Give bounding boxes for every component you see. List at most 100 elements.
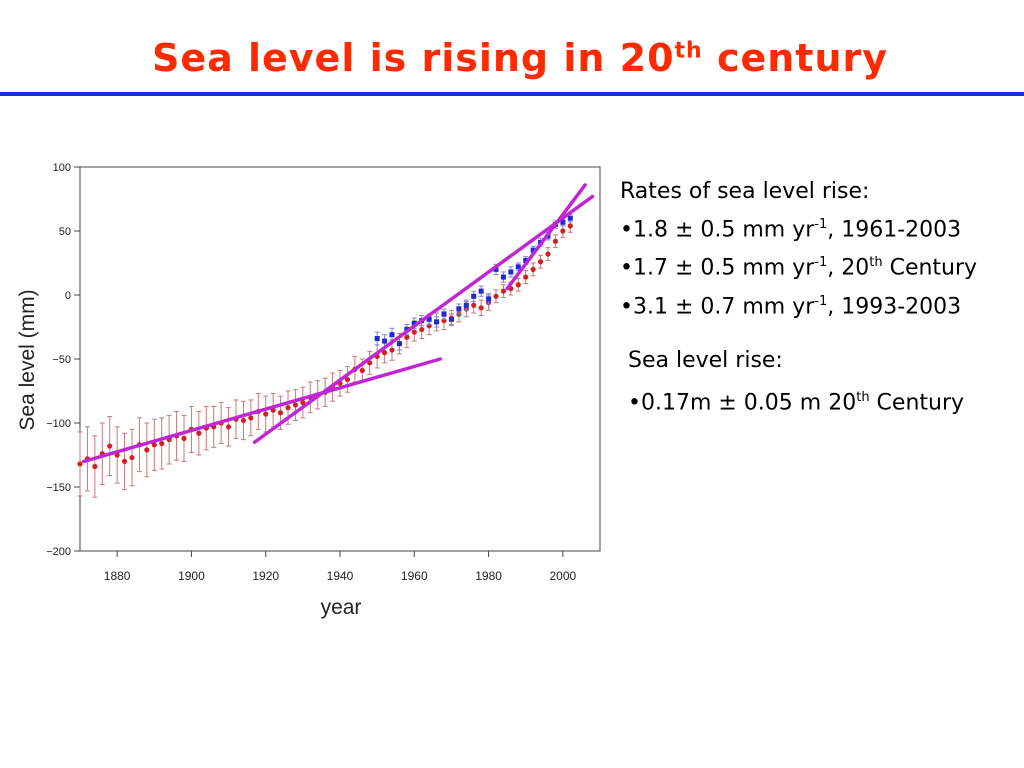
data-point: [448, 316, 454, 322]
data-point: [77, 461, 83, 467]
rate-1-tail: , 1961-2003: [827, 217, 962, 243]
data-point: [500, 288, 507, 294]
y-tick-label: 100: [53, 162, 71, 174]
y-tick-label: −200: [46, 546, 71, 558]
slide-title: Sea level is rising in 20th century: [0, 36, 1024, 80]
x-axis-label: year: [321, 596, 362, 619]
y-tick-label: −50: [52, 354, 71, 366]
data-point: [493, 293, 499, 299]
data-point: [478, 288, 484, 294]
rate-1-sup: -1: [814, 217, 828, 232]
data-point: [300, 399, 306, 406]
data-point: [441, 311, 447, 317]
data-point: [159, 440, 165, 447]
data-point: [560, 228, 566, 234]
data-point: [196, 430, 202, 436]
slide-title-superscript: th: [674, 38, 703, 64]
y-tick-label: −100: [46, 418, 71, 430]
data-point: [225, 424, 232, 430]
data-point: [471, 293, 477, 299]
data-point: [411, 320, 417, 326]
x-tick-label: 1900: [178, 569, 205, 583]
rates-notes: Rates of sea level rise: •1.8 ± 0.5 mm y…: [620, 175, 977, 323]
data-point: [292, 402, 299, 408]
data-point: [478, 305, 484, 311]
rate-2-tail-sup: th: [869, 255, 883, 271]
data-point: [552, 238, 559, 244]
x-tick-label: 1920: [252, 569, 279, 583]
plot-frame: [79, 166, 601, 552]
data-point: [144, 447, 150, 453]
data-point: [248, 415, 254, 421]
x-tick-label: 2000: [550, 569, 577, 583]
y-axis-label: Sea level (mm): [16, 289, 39, 430]
data-point: [530, 266, 536, 272]
data-point: [537, 259, 544, 265]
y-tick-label: −150: [46, 482, 71, 494]
rise-line: •0.17m ± 0.05 m 20th Century: [628, 381, 964, 419]
data-point: [381, 350, 388, 356]
data-point: [121, 458, 128, 464]
x-tick-label: 1940: [327, 569, 354, 583]
title-divider: [0, 92, 1024, 96]
data-point: [515, 282, 521, 288]
data-point: [389, 332, 395, 338]
data-point: [426, 316, 432, 322]
data-point: [434, 319, 440, 325]
rate-line-1: •1.8 ± 0.5 mm yr-1, 1961-2003: [620, 208, 977, 246]
data-point: [374, 336, 380, 342]
data-point: [419, 326, 425, 333]
data-point: [396, 341, 402, 347]
data-point: [560, 219, 566, 225]
data-point: [285, 405, 291, 411]
data-point: [151, 442, 157, 448]
data-point: [181, 435, 187, 441]
data-point: [486, 296, 492, 302]
x-tick-label: 1960: [401, 569, 428, 583]
data-point: [359, 367, 365, 374]
data-point: [240, 417, 247, 424]
rate-2-tail-end: Century: [882, 255, 978, 281]
trend-line: [505, 183, 587, 291]
data-point: [567, 223, 573, 229]
data-point: [92, 463, 98, 470]
data-point: [277, 410, 284, 416]
rate-2-text: •1.7 ± 0.5 mm yr: [620, 255, 815, 281]
rate-3-sup: -1: [814, 293, 828, 309]
data-point: [530, 247, 536, 253]
data-point: [107, 443, 113, 449]
data-point: [382, 338, 388, 344]
data-point: [567, 215, 573, 221]
rise-sup: th: [856, 390, 870, 405]
data-point: [456, 306, 462, 312]
data-point: [404, 334, 410, 340]
trend-line: [81, 357, 443, 464]
data-point: [523, 257, 529, 263]
data-point: [471, 302, 477, 308]
data-point: [493, 266, 499, 272]
rate-2-tail: , 20: [827, 255, 870, 281]
slide-title-main: Sea level is rising in 20: [151, 36, 675, 80]
data-point: [263, 411, 269, 417]
x-tick-label: 1880: [104, 569, 131, 583]
red-series: [77, 218, 573, 498]
data-point: [129, 454, 135, 461]
data-point: [523, 274, 529, 280]
x-tick-label: 1980: [475, 569, 502, 583]
rise-notes: Sea level rise: •0.17m ± 0.05 m 20th Cen…: [628, 344, 964, 419]
rate-3-tail: , 1993-2003: [827, 293, 962, 319]
data-point: [515, 264, 521, 270]
rate-line-3: •3.1 ± 0.7 mm yr-1, 1993-2003: [620, 285, 977, 323]
data-point: [508, 269, 514, 275]
data-point: [389, 347, 395, 353]
sea-level-chart: 100 50 0 −50 −100 −150 −200 1880 1900 1920 1940 196…: [16, 162, 601, 619]
trend-line: [252, 194, 595, 444]
rate-2-sup: -1: [814, 255, 828, 271]
slide-title-end: century: [702, 36, 889, 80]
rate-line-2: •1.7 ± 0.5 mm yr-1, 20th Century: [620, 246, 977, 284]
rise-text: •0.17m ± 0.05 m 20: [628, 390, 857, 416]
data-point: [463, 302, 469, 308]
rate-3-text: •3.1 ± 0.7 mm yr: [620, 293, 815, 319]
data-point: [500, 274, 506, 280]
y-tick-label: 0: [65, 290, 71, 302]
